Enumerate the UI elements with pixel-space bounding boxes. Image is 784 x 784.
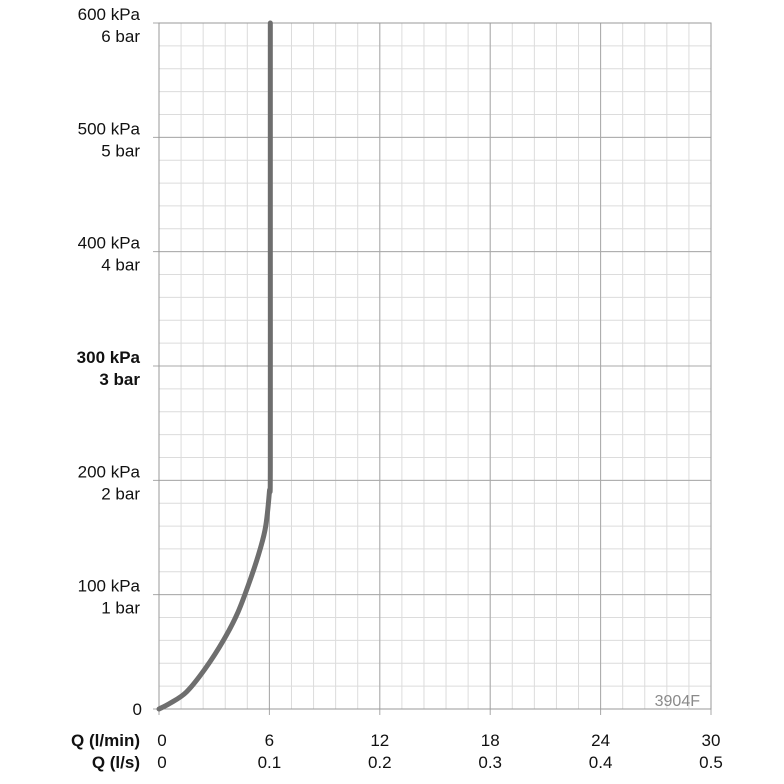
- y-tick-labels: 0 100 kPa 1 bar 200 kPa 2 bar 300 kPa 3 bar 400…: [77, 5, 142, 719]
- y-tick-label-kpa: 0: [133, 700, 142, 719]
- y-tick-label-kpa: 400 kPa: [78, 234, 141, 253]
- y-tick-label-kpa: 500 kPa: [78, 119, 141, 138]
- x-tick-label-ls: 0.4: [589, 753, 613, 772]
- y-tick-label-bar: 6 bar: [101, 27, 140, 46]
- x-axis-title-lmin: Q (l/min): [71, 731, 140, 750]
- x-tick-label-ls: 0.3: [478, 753, 502, 772]
- y-tick-label-kpa: 600 kPa: [78, 5, 141, 24]
- x-tick-label-ls: 0.2: [368, 753, 392, 772]
- x-tick-label-lmin: 6: [265, 731, 274, 750]
- x-tick-label-ls: 0.1: [258, 753, 282, 772]
- x-tick-label-lmin: 24: [591, 731, 610, 750]
- x-axis-title-ls: Q (l/s): [92, 753, 140, 772]
- x-tick-label-ls: 0: [157, 753, 166, 772]
- y-tick-label-kpa: 300 kPa: [77, 348, 141, 367]
- x-tick-label-lmin: 0: [157, 731, 166, 750]
- y-tick-label-kpa: 100 kPa: [78, 577, 141, 596]
- series-layer: [156, 20, 273, 712]
- plot-border: [158, 22, 712, 710]
- x-tick-label-lmin: 30: [702, 731, 721, 750]
- y-tick-label-bar: 5 bar: [101, 141, 140, 160]
- series-line: [156, 20, 273, 712]
- y-tick-label-bar: 3 bar: [99, 370, 140, 389]
- model-code-label: 3904F: [655, 693, 701, 710]
- x-tick-labels: 0 0 6 0.1 12 0.2 18 0.3 24 0.4 30 0.5: [157, 731, 723, 772]
- y-tick-label-kpa: 200 kPa: [78, 462, 141, 481]
- x-tick-label-lmin: 12: [370, 731, 389, 750]
- y-tick-label-bar: 1 bar: [101, 599, 140, 618]
- y-tick-label-bar: 2 bar: [101, 484, 140, 503]
- x-tick-label-lmin: 18: [481, 731, 500, 750]
- y-tick-label-bar: 4 bar: [101, 256, 140, 275]
- x-tick-label-ls: 0.5: [699, 753, 723, 772]
